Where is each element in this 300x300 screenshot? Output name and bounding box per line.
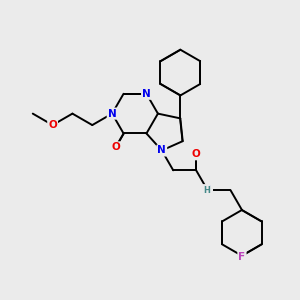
Text: H: H [204, 185, 211, 194]
Text: O: O [192, 149, 200, 159]
Text: O: O [48, 120, 57, 130]
Text: N: N [158, 146, 166, 155]
Text: N: N [108, 109, 116, 118]
Text: N: N [203, 185, 212, 195]
Text: N: N [142, 89, 151, 99]
Text: F: F [238, 252, 245, 262]
Text: O: O [111, 142, 120, 152]
